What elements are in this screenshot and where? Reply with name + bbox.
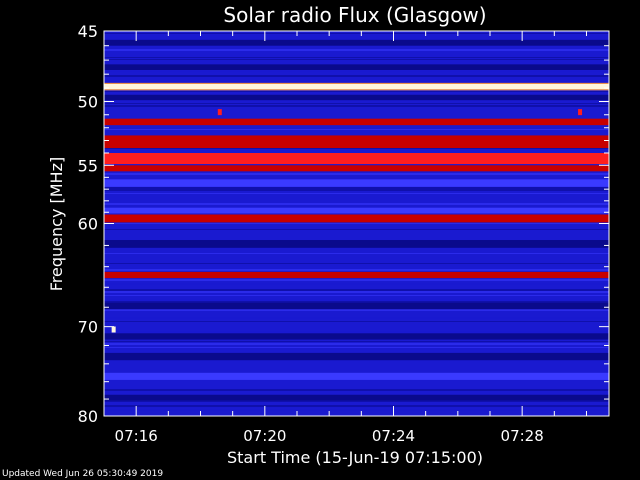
x-tick-label: 07:28 [501, 427, 544, 445]
emission-band [104, 214, 609, 223]
spectrogram-striation [104, 75, 609, 77]
emission-band [104, 152, 609, 165]
emission-band-glow [104, 89, 609, 91]
spectrogram-striation [104, 321, 609, 322]
spectrogram-striation [104, 103, 609, 104]
y-tick-label: 50 [78, 93, 98, 112]
spectrogram-striation [104, 299, 609, 301]
emission-band [104, 64, 609, 70]
emission-band [104, 179, 609, 187]
emission-band [104, 394, 609, 401]
spectrogram-striation [104, 339, 609, 340]
emission-marks [104, 39, 609, 401]
spectrogram-striation [104, 269, 609, 271]
y-tick-label: 70 [78, 318, 98, 337]
spectrogram-striation [104, 289, 609, 291]
emission-band [104, 39, 609, 46]
axes: 45 50 55 60 70 80 07:16 07:20 07:24 07:28 [78, 22, 609, 445]
spectrogram-striation [104, 283, 609, 285]
spectrogram-striation [104, 317, 609, 319]
x-tick-label: 07:24 [372, 427, 415, 445]
spectrogram-striation [104, 293, 609, 295]
x-tick-label: 07:20 [243, 427, 286, 445]
emission-band [104, 94, 609, 101]
spectrogram-striation [104, 223, 609, 224]
spectrogram-striation [104, 347, 609, 348]
y-tick-label: 60 [78, 215, 98, 234]
updated-timestamp: Updated Wed Jun 26 05:30:49 2019 [2, 469, 164, 479]
emission-band-glow [104, 82, 609, 84]
spectrogram-striation [104, 91, 609, 92]
spectrogram-striation [104, 189, 609, 191]
spectrogram-striation [104, 193, 609, 194]
y-axis-label: Frequency [MHz] [47, 157, 66, 291]
spectrogram-striation [104, 57, 609, 58]
emission-band [104, 271, 609, 279]
emission-band [104, 118, 609, 126]
spectrogram-striation [104, 407, 609, 408]
spectrogram-striation [104, 409, 609, 411]
spectrogram-striation [104, 295, 609, 296]
spectrogram-striation [104, 405, 609, 407]
spectrogram-striation [104, 203, 609, 205]
spectrogram-striation [104, 81, 609, 82]
emission-band [104, 240, 609, 248]
spectrogram-striation [104, 301, 609, 302]
spectrogram-striation [104, 401, 609, 402]
emission-band [104, 207, 609, 214]
spectrogram-striation [104, 49, 609, 51]
spectrogram-striation [104, 187, 609, 189]
spectrogram-striation [104, 331, 609, 333]
emission-band [104, 372, 609, 380]
spectrogram-striation [104, 229, 609, 230]
spectrogram-striation [104, 343, 609, 345]
spectrogram-striation [104, 129, 609, 130]
spectrogram-striation [104, 341, 609, 342]
spectrogram-striation [104, 253, 609, 254]
emission-band [104, 333, 609, 339]
emission-band [104, 83, 609, 90]
spectrogram-striation [104, 279, 609, 281]
spectrogram-striation [104, 291, 609, 293]
spectrogram-striation [104, 105, 609, 107]
spectrogram-striation [104, 33, 609, 34]
x-axis-label: Start Time (15-Jun-19 07:15:00) [227, 448, 483, 467]
hot-spot [578, 109, 583, 116]
y-tick-label: 55 [78, 156, 98, 175]
emission-band [104, 165, 609, 172]
spectrogram-striation [104, 59, 609, 60]
emission-band [104, 352, 609, 361]
hot-spot [111, 326, 116, 333]
spectrogram-striation [104, 263, 609, 264]
spectrogram-striation [104, 71, 609, 72]
spectrogram-striation [104, 389, 609, 391]
y-tick-label: 80 [78, 407, 98, 426]
hot-spot [217, 109, 222, 116]
emission-band [104, 135, 609, 149]
spectrogram-striation [104, 309, 609, 311]
chart-title: Solar radio Flux (Glasgow) [223, 3, 486, 27]
spectrogram-striation [104, 173, 609, 175]
emission-band [104, 302, 609, 310]
x-tick-label: 07:16 [115, 427, 158, 445]
spectrogram-striation [104, 171, 609, 172]
y-tick-label: 45 [78, 22, 98, 41]
